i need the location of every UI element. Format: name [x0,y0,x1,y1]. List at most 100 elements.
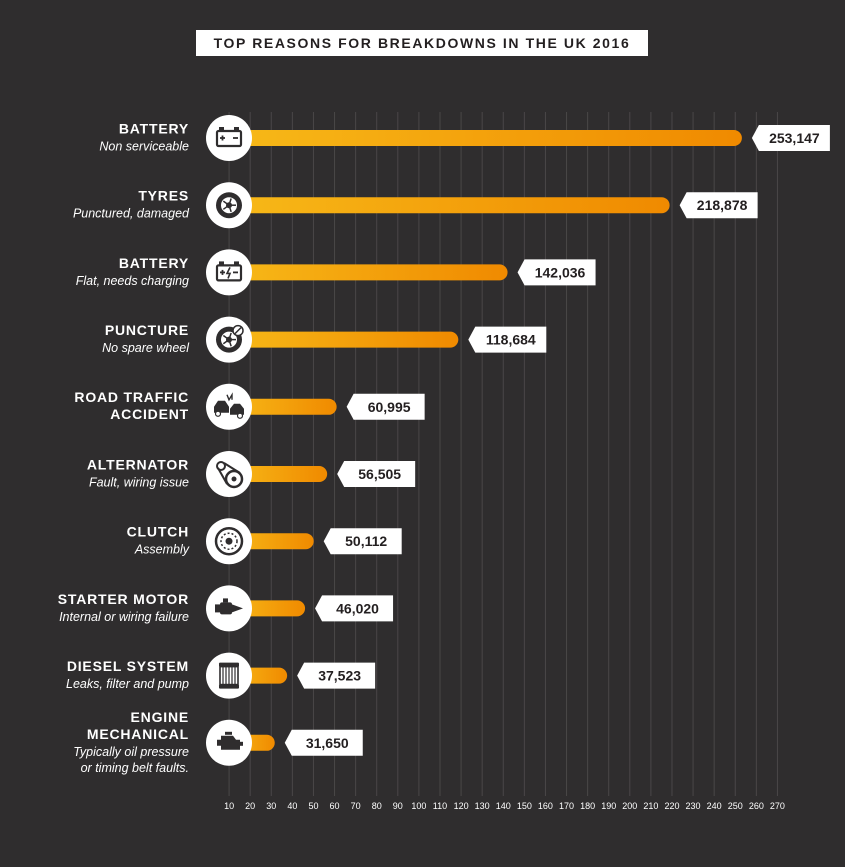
x-tick-label: 250 [728,801,743,811]
bar [229,331,459,348]
category-label: BATTERY [119,121,189,137]
x-tick-label: 70 [351,801,361,811]
icon-badge [206,115,252,161]
category-label: TYRES [138,188,189,204]
chart-title: TOP REASONS FOR BREAKDOWNS IN THE UK 201… [196,30,648,56]
value-label-box [346,393,425,420]
value-label: 60,995 [368,399,411,415]
bar [229,466,328,482]
value-label-box [679,192,758,219]
value-label-box [284,729,363,756]
bar-row: 46,020 STARTER MOTOR Internal or wiring fa… [58,585,394,632]
value-label-box [468,326,547,353]
category-label: CLUTCH [127,524,189,540]
starter-motor-icon [215,598,243,615]
x-tick-label: 260 [749,801,764,811]
category-sublabel: Assembly [134,543,190,557]
category-label: STARTER MOTOR [58,591,189,607]
battery-icon [215,127,243,148]
alternator-icon [216,461,244,489]
category-sublabel: No spare wheel [102,341,190,355]
x-tick-label: 140 [496,801,511,811]
clutch-icon [214,526,244,556]
x-tick-label: 270 [770,801,785,811]
value-label-box [337,461,416,487]
bar-rows: 253,147 BATTERY Non serviceable 218,878 TYRE… [58,115,830,775]
category-label: ACCIDENT [110,406,189,422]
x-axis-ticks: 10 20 30 40 50 60 70 80 90 100 110 120 130 140 150 160 1… [224,801,785,811]
category-sublabel: or timing belt faults. [81,761,189,775]
value-label-box [323,528,402,555]
icon-badge [206,249,252,296]
x-tick-label: 90 [393,801,403,811]
x-tick-label: 10 [224,801,234,811]
category-label: ENGINE [131,709,189,725]
value-label: 118,684 [486,332,536,348]
category-label: PUNCTURE [105,322,189,338]
x-tick-label: 110 [433,801,447,811]
battery-charging-icon [215,261,243,282]
x-tick-label: 210 [643,801,658,811]
bar [229,130,742,146]
category-sublabel: Punctured, damaged [73,207,190,221]
bar [229,197,670,214]
bar-row: 56,505 ALTERNATOR Fault, wiring issue [87,451,416,497]
category-label: ALTERNATOR [87,457,189,473]
car-crash-icon [214,392,244,419]
x-tick-label: 50 [308,801,318,811]
bar-row: 218,878 TYRES Punctured, damaged [73,182,758,229]
x-tick-label: 40 [287,801,297,811]
x-tick-label: 60 [330,801,340,811]
category-label: BATTERY [119,255,189,271]
bar-row: 50,112 CLUTCH Assembly [127,518,402,565]
x-tick-label: 220 [664,801,679,811]
category-sublabel: Flat, needs charging [76,274,189,288]
value-label: 142,036 [535,264,586,280]
x-tick-label: 20 [245,801,255,811]
x-tick-label: 120 [454,801,469,811]
engine-icon [217,731,243,750]
value-label: 37,523 [318,668,361,684]
value-label-box [315,595,394,622]
value-label: 31,650 [306,735,349,751]
x-tick-label: 200 [622,801,637,811]
value-label: 218,878 [697,197,748,213]
x-tick-label: 80 [372,801,382,811]
x-tick-label: 180 [580,801,595,811]
value-label-box [751,125,830,151]
value-label-box [297,662,376,689]
x-tick-label: 150 [517,801,532,811]
x-tick-label: 240 [707,801,722,811]
category-sublabel: Internal or wiring failure [59,610,189,624]
value-label-box [517,259,596,286]
bar-row: 142,036 BATTERY Flat, needs charging [76,249,596,296]
puncture-icon [216,324,244,353]
category-sublabel: Fault, wiring issue [89,476,189,490]
bar-row: 118,684 PUNCTURE No spare wheel [102,316,547,363]
category-sublabel: Leaks, filter and pump [66,677,189,691]
category-label: MECHANICAL [87,726,189,742]
bar-row: 253,147 BATTERY Non serviceable [99,115,830,161]
category-label: ROAD TRAFFIC [74,389,189,405]
bar [229,398,337,415]
x-tick-label: 130 [475,801,490,811]
x-tick-label: 160 [538,801,553,811]
value-label: 56,505 [358,466,401,482]
category-sublabel: Typically oil pressure [73,745,189,759]
x-tick-label: 100 [411,801,426,811]
x-tick-label: 170 [559,801,574,811]
value-label: 46,020 [336,600,379,616]
x-tick-label: 230 [686,801,701,811]
x-tick-label: 190 [601,801,616,811]
bar [229,264,508,281]
bar-row: 37,523 DIESEL SYSTEM Leaks, filter and pum… [66,652,376,699]
tyre-icon [216,192,242,219]
category-label: DIESEL SYSTEM [67,658,189,674]
value-label: 50,112 [345,533,387,549]
x-tick-label: 30 [266,801,276,811]
diesel-filter-icon [219,662,239,689]
value-label: 253,147 [769,130,820,146]
